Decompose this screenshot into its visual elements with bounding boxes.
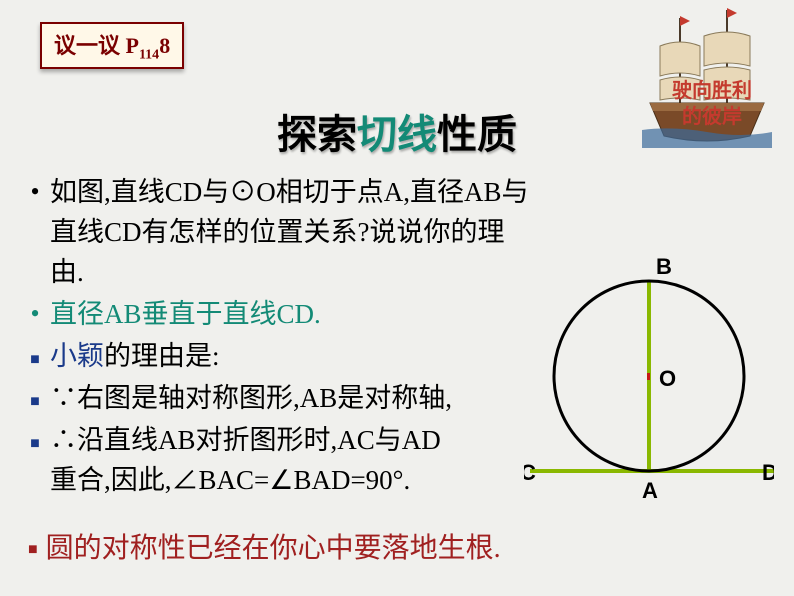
line-bullet: ■ <box>20 424 50 464</box>
content-line: ■∵右图是轴对称图形,AB是对称轴, <box>20 378 530 418</box>
title-part1: 探索 <box>277 112 357 157</box>
footer-bullet: ■ <box>28 541 38 559</box>
line-body: 直径AB垂直于直线CD. <box>50 294 530 334</box>
ship-caption-line1: 驶向胜利 <box>672 78 752 104</box>
footer-text: 圆的对称性已经在你心中要落地生根. <box>46 526 501 566</box>
content-line: ■∴沿直线AB对折图形时,AC与AD重合,因此,∠BAC=∠BAD=90°. <box>20 420 530 500</box>
svg-text:C: C <box>524 460 536 485</box>
line-body: ∴沿直线AB对折图形时,AC与AD重合,因此,∠BAC=∠BAD=90°. <box>50 420 530 500</box>
text-segment: ∴沿直线AB对折图形时,AC与AD重合,因此,∠BAC=∠BAD=90°. <box>50 425 441 495</box>
content-line: ■小颖的理由是: <box>20 336 530 376</box>
badge-prefix: 议一议 P <box>54 33 139 58</box>
line-body: ∵右图是轴对称图形,AB是对称轴, <box>50 378 530 418</box>
text-segment: ∵右图是轴对称图形,AB是对称轴, <box>50 383 452 413</box>
badge-suffix: 8 <box>159 33 170 58</box>
page-badge: 议一议 P1148 <box>40 22 184 69</box>
text-segment: 的理由是: <box>104 341 220 371</box>
title-part2: 性质 <box>437 112 517 157</box>
line-body: 如图,直线CD与⊙O相切于点A,直径AB与直线CD有怎样的位置关系?说说你的理由… <box>50 172 530 292</box>
svg-text:O: O <box>659 366 676 391</box>
svg-text:D: D <box>762 460 774 485</box>
line-bullet: • <box>20 294 50 334</box>
svg-text:B: B <box>656 254 672 279</box>
line-bullet: ■ <box>20 340 50 380</box>
content-line: •直径AB垂直于直线CD. <box>20 294 530 334</box>
line-bullet: • <box>20 172 50 212</box>
badge-sub: 114 <box>139 47 159 62</box>
text-segment: 如图,直线CD与⊙O相切于点A,直径AB与直线CD有怎样的位置关系?说说你的理由… <box>50 177 529 287</box>
footer-line: ■ 圆的对称性已经在你心中要落地生根. <box>28 526 501 566</box>
geometry-diagram: B O A C D <box>524 246 774 506</box>
content-block: •如图,直线CD与⊙O相切于点A,直径AB与直线CD有怎样的位置关系?说说你的理… <box>20 172 530 502</box>
svg-text:A: A <box>642 478 658 503</box>
text-segment: 小颖 <box>50 341 104 371</box>
text-segment: 直径AB垂直于直线CD. <box>50 299 321 329</box>
page-title: 探索切线性质 <box>0 102 794 160</box>
line-body: 小颖的理由是: <box>50 336 530 376</box>
title-accent: 切线 <box>357 112 437 157</box>
content-line: •如图,直线CD与⊙O相切于点A,直径AB与直线CD有怎样的位置关系?说说你的理… <box>20 172 530 292</box>
line-bullet: ■ <box>20 382 50 422</box>
